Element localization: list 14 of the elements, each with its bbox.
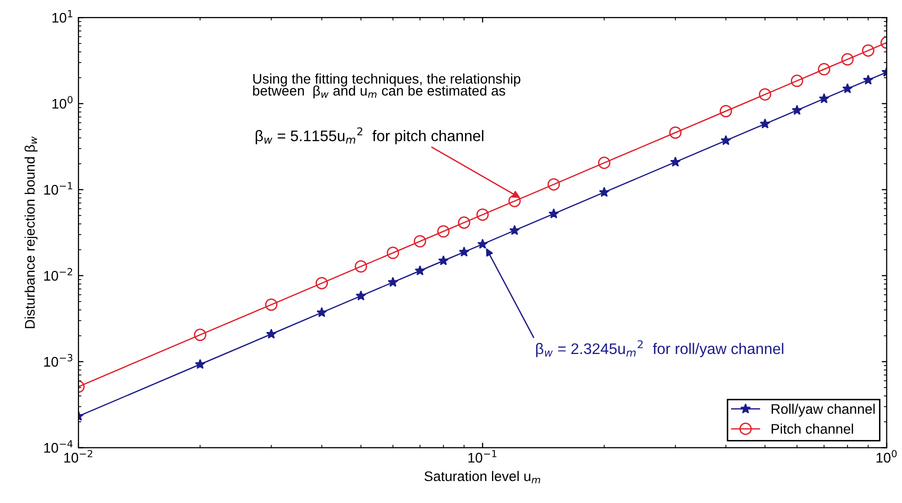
annotation: β$_{w}$ = 2.3245u$_{m}$$^{2}$ for roll/yaw channel xyxy=(536,340,784,358)
y-tick-label: 10$^{0}$ xyxy=(52,96,73,109)
y-tick-label: 10$^{−2}$ xyxy=(44,268,72,281)
x-axis-title: Saturation level u$_{m}$ xyxy=(424,470,540,484)
x-tick-label: 10$^{0}$ xyxy=(876,450,897,463)
y-tick-label: 10$^{−3}$ xyxy=(44,354,72,367)
annotation: Using the fitting techniques, the relationship between β$_{w}$ and u$_{m}$ can be estimated as xyxy=(253,74,520,98)
legend-label: Roll/yaw channel xyxy=(772,404,875,417)
y-axis-title: Disturbance rejection bound β$_{w}$ xyxy=(24,136,38,328)
y-tick-label: 10$^{−1}$ xyxy=(44,182,72,195)
x-tick-label: 10$^{−1}$ xyxy=(468,450,496,463)
legend-label: Pitch channel xyxy=(772,424,854,434)
annotation: β$_{w}$ = 5.1155u$_{m}$$^{2}$ for pitch channel xyxy=(256,127,484,144)
y-tick-label: 10$^{1}$ xyxy=(52,10,72,23)
